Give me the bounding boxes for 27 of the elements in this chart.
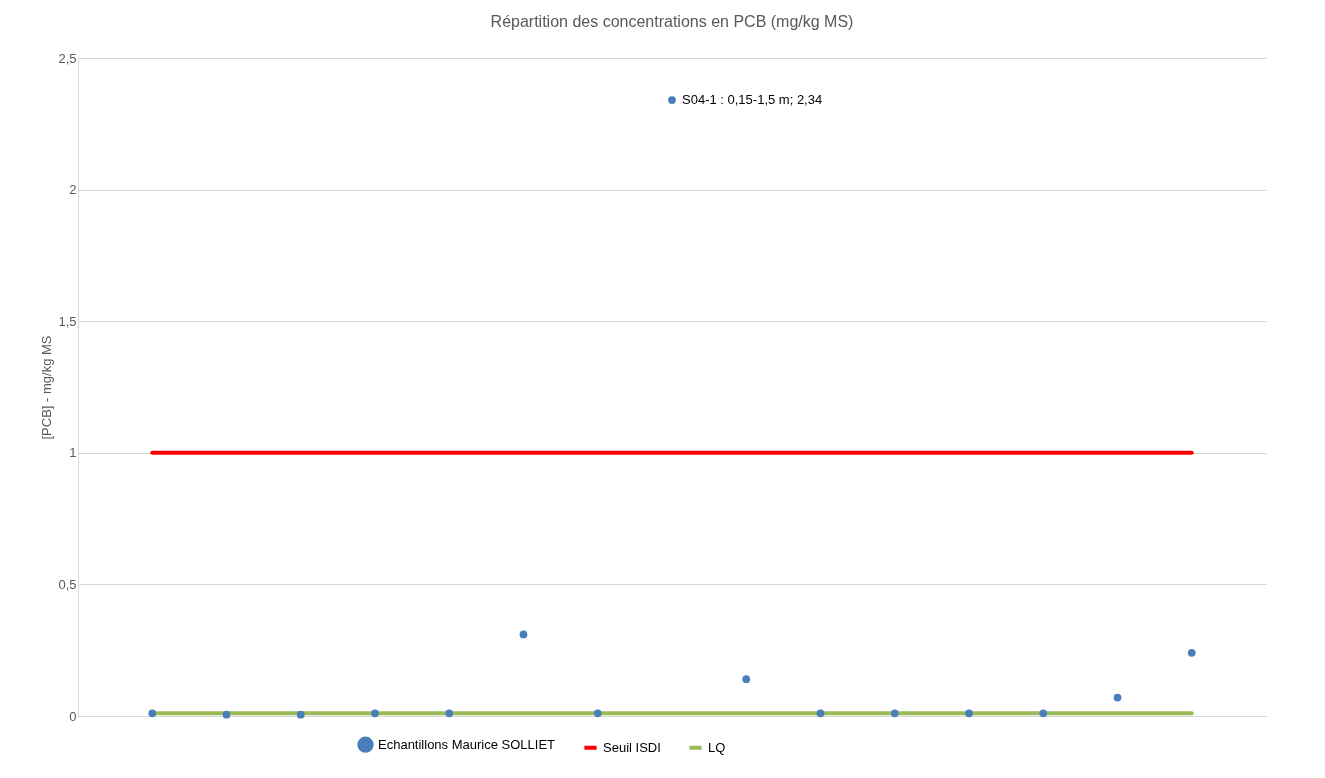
point [1039,709,1048,718]
point [222,710,231,719]
point [519,630,528,639]
y-tick-label: 2,5 [58,50,77,66]
point [445,709,454,718]
point [296,710,305,719]
point [965,709,973,718]
point [742,675,751,684]
y-tick-label: 0 [69,708,77,724]
point [593,709,602,718]
point [890,709,899,718]
point [1113,693,1122,702]
legend-label: LQ [708,739,726,755]
point [1187,648,1196,657]
y-axis-title: [PCB] - mg/kg MS [39,335,55,440]
point [148,709,157,718]
legend-label: Echantillons Maurice SOLLIET [378,736,556,752]
point [816,709,825,718]
y-tick-label: 1 [69,445,77,461]
y-tick-label: 1,5 [58,313,77,329]
point [668,96,676,104]
y-tick-label: 0,5 [58,576,77,592]
chart-title: Répartition des concentrations en PCB (mg/kg MS) [490,13,854,30]
point [371,709,379,718]
legend-label: Seuil ISDI [603,739,661,755]
data-label: S04-1 : 0,15-1,5 m; 2,34 [682,92,823,108]
y-tick-label: 2 [69,182,77,198]
